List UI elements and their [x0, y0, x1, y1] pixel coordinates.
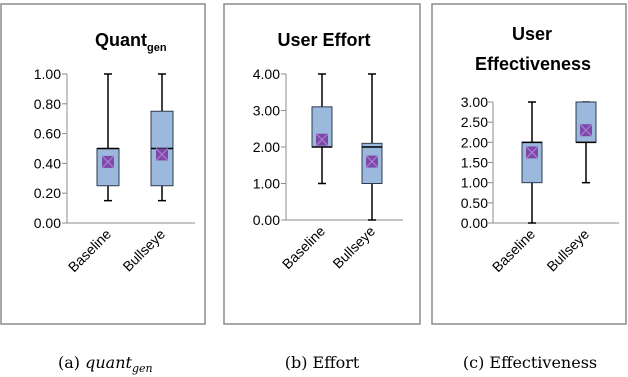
chart-c-ytick-label: 0.00: [461, 215, 488, 231]
chart-c-title-line1: User: [512, 24, 552, 44]
chart-b-ytick-label: 3.00: [253, 103, 280, 119]
caption-a-main: quant: [85, 353, 132, 372]
chart-c-box-bullseye: [575, 101, 597, 184]
iqr-box: [575, 101, 597, 143]
chart-b-ytick-label: 1.00: [253, 176, 280, 192]
caption-a-subscript: gen: [132, 362, 153, 375]
mean-marker-x2: [525, 145, 539, 159]
chart-a-title-subscript: gen: [147, 42, 167, 54]
chart-c-box-baseline: [521, 101, 543, 224]
chart-b-ytick-label: 0.00: [253, 212, 280, 228]
chart-c-ytick-label: 1.50: [461, 155, 488, 171]
chart-a-box-baseline: [96, 73, 120, 202]
chart-c-ytick-label: 2.00: [461, 134, 488, 150]
chart-a-ytick-label: 0.00: [34, 215, 61, 231]
chart-b-ytick-label: 4.00: [253, 66, 280, 82]
chart-c-ytick-label: 3.00: [461, 94, 488, 110]
chart-a-title-main: Quant: [95, 30, 147, 50]
chart-b-box-baseline: [311, 73, 333, 185]
chart-a-box-bullseye: [150, 73, 174, 202]
chart-c-ytick-label: 2.50: [461, 114, 488, 130]
mean-marker-x2: [365, 155, 379, 169]
chart-b-ytick-label: 2.00: [253, 139, 280, 155]
mean-marker-x2: [579, 123, 593, 137]
chart-b-title: User Effort: [277, 30, 370, 50]
caption-a-prefix: (a): [58, 353, 80, 372]
mean-marker-x2: [101, 155, 115, 169]
chart-c-ytick-label: 1.00: [461, 175, 488, 191]
caption-c: (c) Effectiveness: [463, 353, 597, 372]
chart-a-ytick-label: 0.60: [34, 126, 61, 142]
chart-a-ytick-label: 1.00: [34, 66, 61, 82]
mean-marker-x2: [315, 133, 329, 147]
mean-marker-x2: [155, 148, 169, 161]
caption-b: (b) Effort: [285, 353, 360, 372]
chart-a-ytick-label: 0.80: [34, 96, 61, 112]
caption-a: (a) quantgen: [58, 353, 153, 375]
chart-b-box-bullseye: [361, 73, 383, 221]
chart-a-ytick-label: 0.20: [34, 185, 61, 201]
chart-c-ytick-label: 0.50: [461, 195, 488, 211]
chart-c-title-line2: Effectiveness: [475, 54, 591, 74]
chart-a-title: Quantgen: [95, 30, 167, 54]
chart-a-ytick-label: 0.40: [34, 155, 61, 171]
